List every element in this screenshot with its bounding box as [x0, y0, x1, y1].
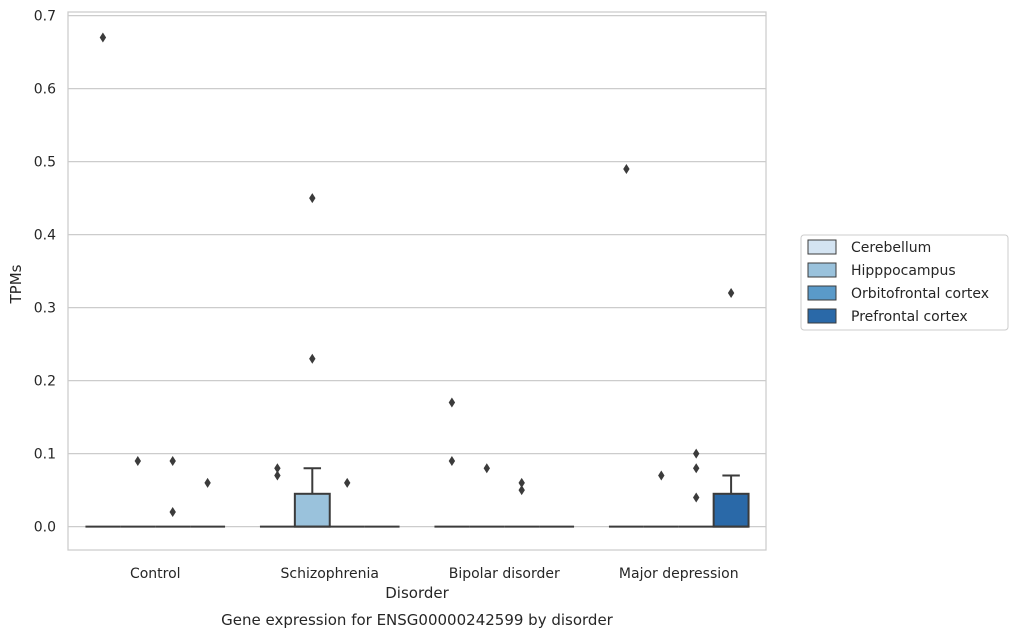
- legend-swatch: [807, 285, 837, 301]
- boxes: [85, 467, 750, 528]
- box: [712, 492, 750, 528]
- y-tick-label: 0.2: [34, 374, 56, 390]
- outlier-point: [658, 470, 665, 481]
- outlier-point: [693, 463, 700, 474]
- x-tick-labels: Control Schizophrenia Bipolar disorder Majo…: [130, 566, 739, 582]
- outlier-point: [309, 353, 316, 364]
- y-tick-label: 0.6: [34, 82, 56, 98]
- legend-swatch: [807, 239, 837, 255]
- y-tick-label: 0.1: [34, 447, 56, 463]
- legend-label: Prefrontal cortex: [851, 309, 968, 325]
- y-tick-label: 0.5: [34, 155, 56, 171]
- legend-frame: [800, 234, 1009, 331]
- y-axis-label: TPMs: [7, 264, 25, 304]
- legend-label: Orbitofrontal cortex: [851, 286, 989, 302]
- outlier-point: [693, 492, 700, 503]
- outlier-point: [204, 477, 211, 488]
- plot-frame: [67, 11, 767, 551]
- gridlines: [68, 15, 766, 528]
- outliers: [99, 32, 735, 518]
- outlier-point: [344, 477, 351, 488]
- legend-label: Cerebellum: [851, 240, 931, 256]
- y-tick-label: 0.3: [34, 301, 56, 317]
- x-tick-label: Control: [130, 566, 181, 582]
- outlier-point: [169, 455, 176, 466]
- outlier-point: [134, 455, 141, 466]
- outlier-point: [274, 463, 281, 474]
- outlier-point: [518, 477, 525, 488]
- outlier-point: [448, 455, 456, 466]
- outlier-point: [169, 507, 176, 518]
- outlier-point: [623, 163, 630, 174]
- outlier-point: [483, 463, 490, 474]
- legend: Cerebellum Hipppocampus Orbitofrontal cort…: [800, 234, 1009, 331]
- y-tick-label: 0.7: [34, 9, 56, 25]
- outlier-point: [727, 288, 735, 299]
- outlier-point: [518, 485, 525, 496]
- x-tick-label: Major depression: [619, 566, 739, 582]
- legend-swatch: [807, 308, 837, 324]
- x-axis-label: Disorder: [385, 584, 449, 602]
- chart-caption: Gene expression for ENSG00000242599 by d…: [221, 611, 614, 629]
- legend-label: Hipppocampus: [851, 263, 956, 279]
- legend-swatch: [807, 262, 837, 278]
- y-tick-labels: 0.0 0.1 0.2 0.3 0.4 0.5 0.6 0.7: [34, 9, 56, 536]
- x-tick-label: Schizophrenia: [281, 566, 379, 582]
- x-tick-label: Bipolar disorder: [449, 566, 560, 582]
- y-tick-label: 0.0: [34, 520, 56, 536]
- outlier-point: [693, 448, 700, 459]
- outlier-point: [448, 397, 456, 408]
- box: [293, 492, 331, 528]
- outlier-point: [309, 193, 316, 204]
- outlier-point: [274, 470, 281, 481]
- y-tick-label: 0.4: [34, 228, 56, 244]
- outlier-point: [99, 32, 107, 43]
